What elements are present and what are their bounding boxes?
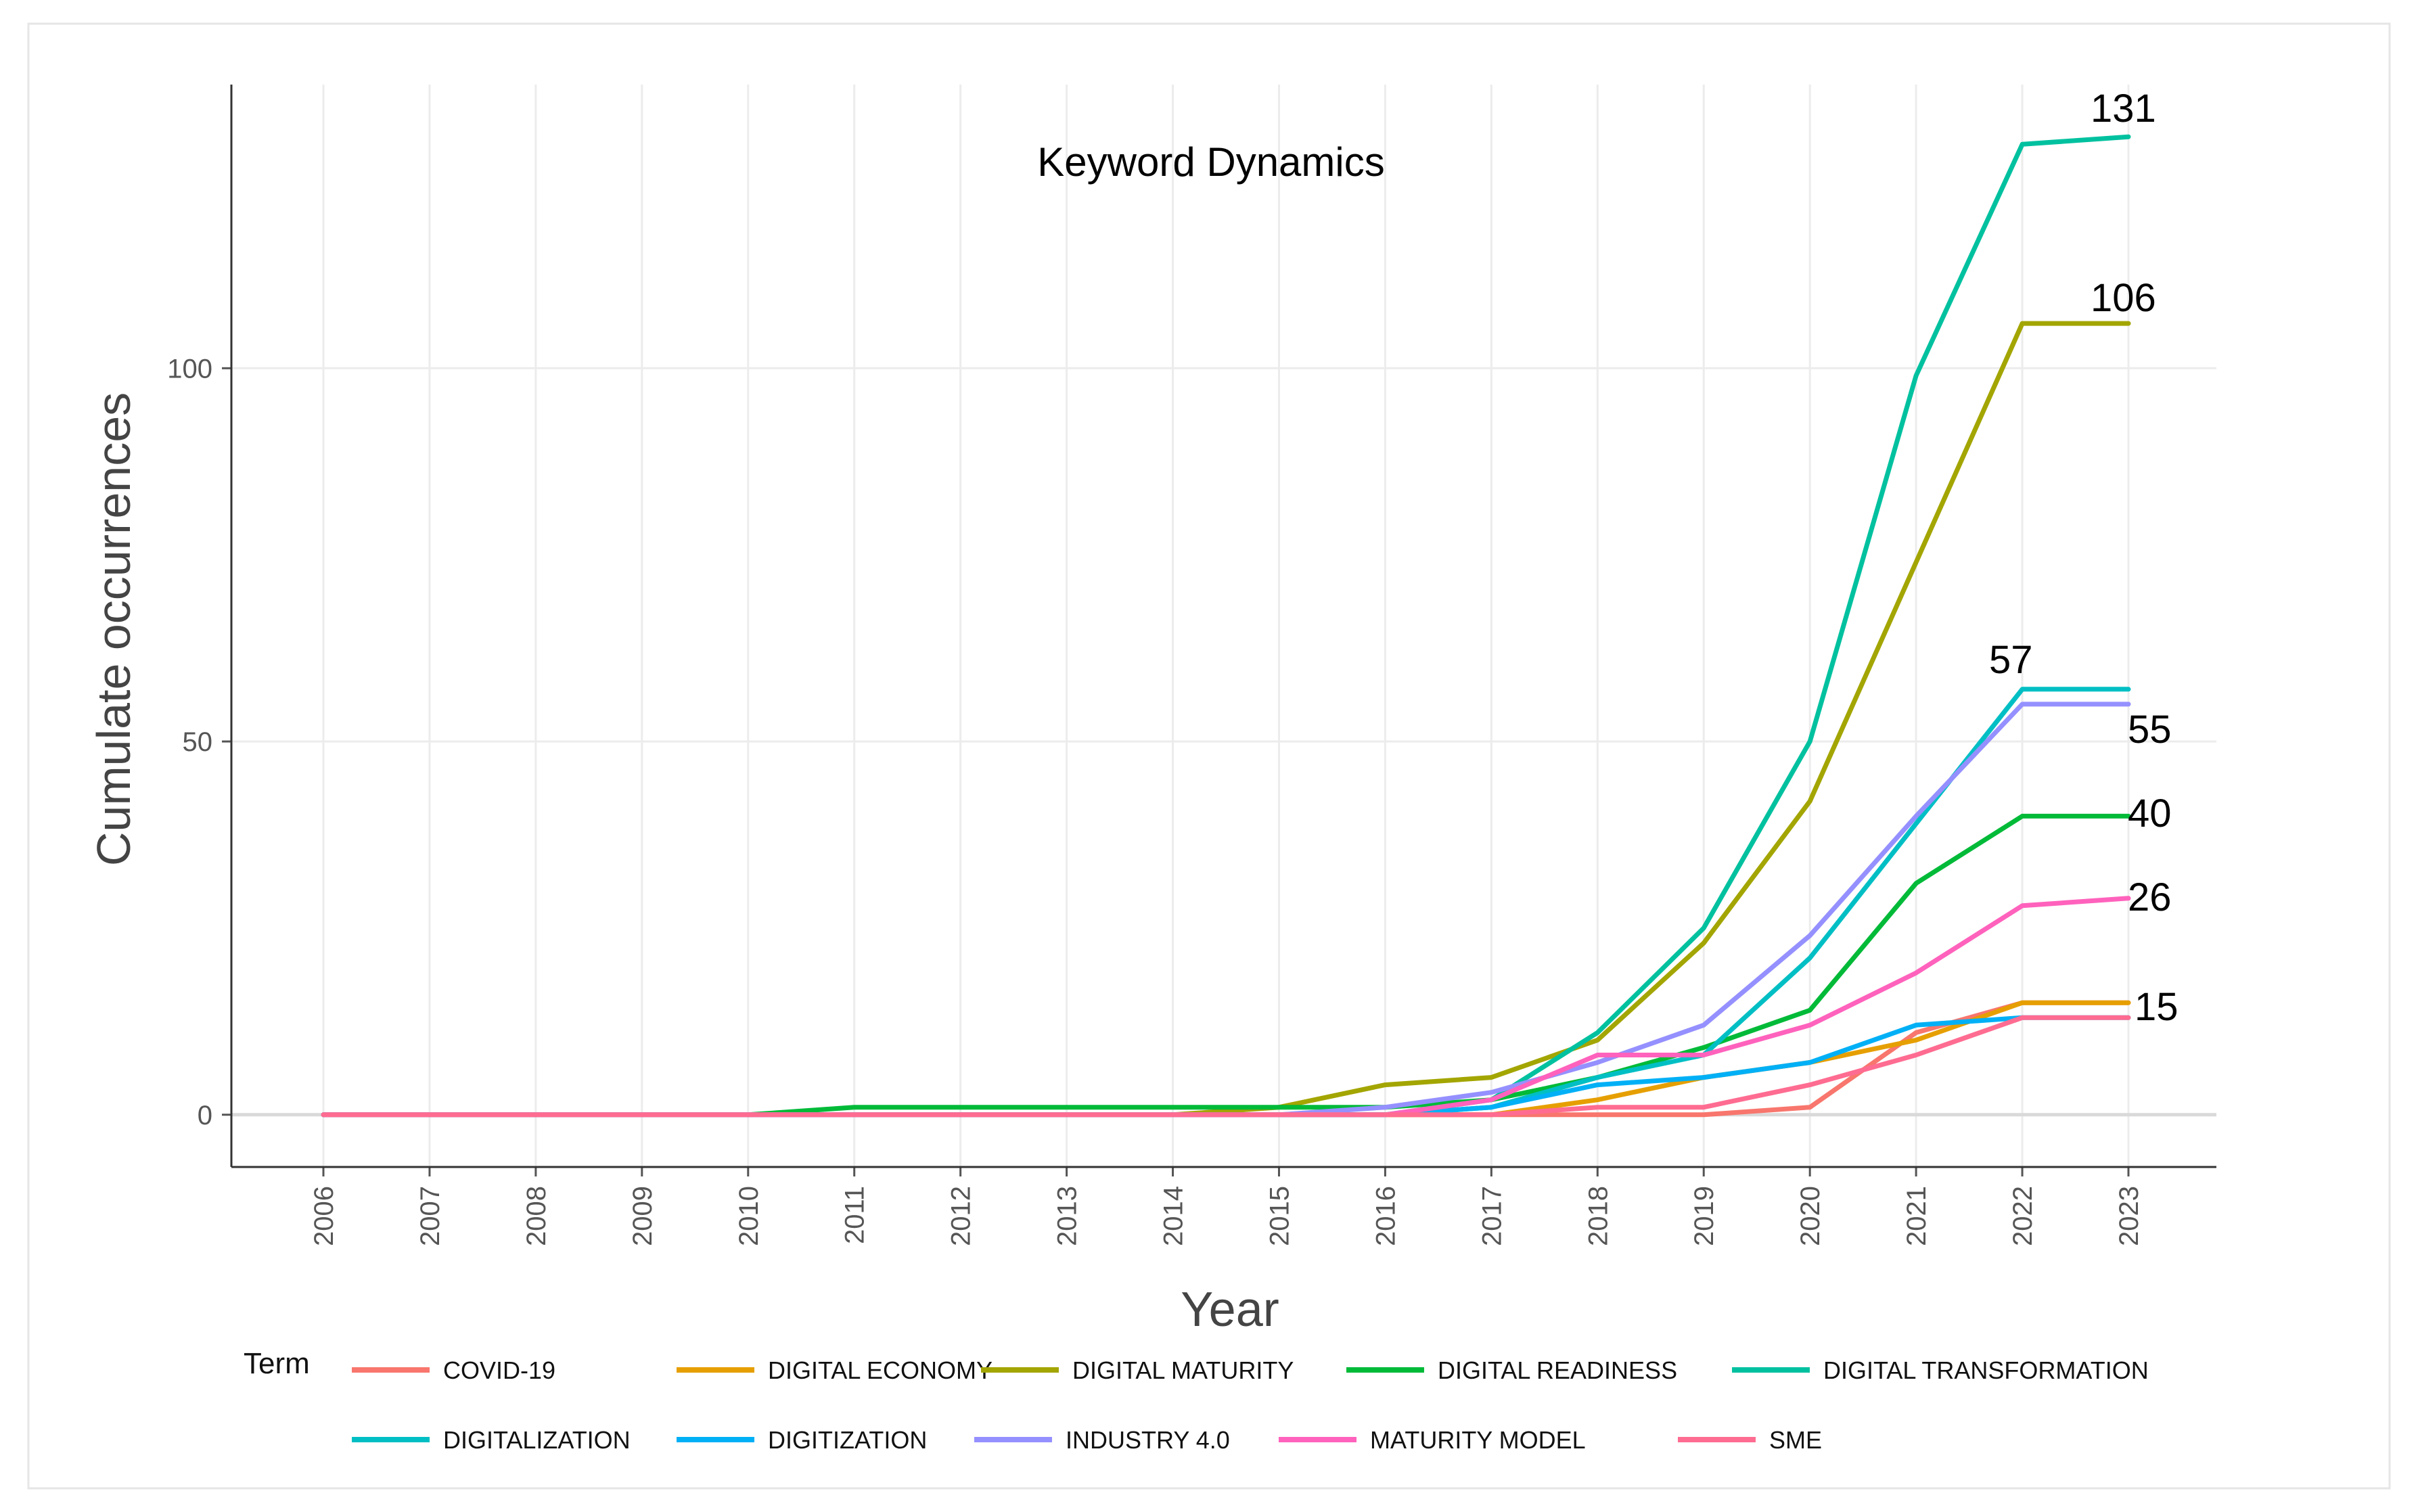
x-tick-label: 2007 xyxy=(415,1186,445,1246)
x-tick-label: 2009 xyxy=(628,1186,658,1246)
x-tick-label: 2023 xyxy=(2114,1186,2144,1246)
y-tick-label: 100 xyxy=(167,354,212,384)
end-label-40: 40 xyxy=(2128,792,2172,835)
x-tick-label: 2014 xyxy=(1159,1186,1189,1246)
y-tick-label: 0 xyxy=(198,1101,212,1130)
figure-frame xyxy=(27,22,2391,1490)
legend-label-digitization: DIGITIZATION xyxy=(768,1426,927,1454)
x-tick-label: 2020 xyxy=(1796,1186,1825,1246)
x-tick-label: 2015 xyxy=(1264,1186,1294,1246)
end-label-15: 15 xyxy=(2135,985,2179,1029)
legend-label-industry-4-0: INDUSTRY 4.0 xyxy=(1066,1426,1230,1454)
legend-label-digital-transformation: DIGITAL TRANSFORMATION xyxy=(1823,1356,2149,1384)
x-tick-label: 2006 xyxy=(309,1186,339,1246)
end-label-55: 55 xyxy=(2128,708,2172,752)
y-axis-title: Cumulate occurrences xyxy=(87,392,140,866)
legend-label-digitalization: DIGITALIZATION xyxy=(443,1426,631,1454)
end-label-131: 131 xyxy=(2091,87,2156,131)
x-tick-label: 2012 xyxy=(946,1186,976,1246)
end-label-57: 57 xyxy=(1989,638,2033,682)
legend-title: Term xyxy=(244,1347,310,1380)
plot-text: Keyword Dynamics Cumulate occurrences Ye… xyxy=(87,87,2179,1380)
legend-label-digital-economy: DIGITAL ECONOMY xyxy=(768,1356,993,1384)
plot-series xyxy=(321,134,2131,1118)
x-tick-label: 2022 xyxy=(2008,1186,2038,1246)
x-tick-label: 2011 xyxy=(840,1186,870,1244)
x-tick-label: 2017 xyxy=(1477,1186,1507,1246)
x-tick-label: 2018 xyxy=(1583,1186,1613,1246)
legend-label-sme: SME xyxy=(1769,1426,1822,1454)
end-label-106: 106 xyxy=(2091,276,2156,320)
x-tick-label: 2008 xyxy=(522,1186,551,1246)
series-line-sme xyxy=(321,1015,2131,1118)
legend-label-covid-19: COVID-19 xyxy=(443,1356,555,1384)
end-label-26: 26 xyxy=(2128,875,2172,919)
x-tick-label: 2021 xyxy=(1902,1186,1932,1246)
x-axis-title: Year xyxy=(1181,1283,1279,1337)
legend: COVID-19 DIGITAL ECONOMY DIGITAL MATURITY D… xyxy=(352,1356,2149,1454)
x-tick-label: 2010 xyxy=(734,1186,764,1246)
y-tick-label: 50 xyxy=(183,727,213,757)
plot-axes: 2006 2007 2008 2009 2010 2011 2012 2013 2014 2015… xyxy=(167,85,2216,1246)
legend-label-digital-maturity: DIGITAL MATURITY xyxy=(1072,1356,1294,1384)
x-tick-label: 2019 xyxy=(1689,1186,1719,1246)
legend-label-digital-readiness: DIGITAL READINESS xyxy=(1438,1356,1677,1384)
x-tick-label: 2016 xyxy=(1371,1186,1400,1246)
x-tick-label: 2013 xyxy=(1053,1186,1082,1246)
legend-label-maturity-model: MATURITY MODEL xyxy=(1370,1426,1586,1454)
chart-title: Keyword Dynamics xyxy=(1037,139,1385,185)
